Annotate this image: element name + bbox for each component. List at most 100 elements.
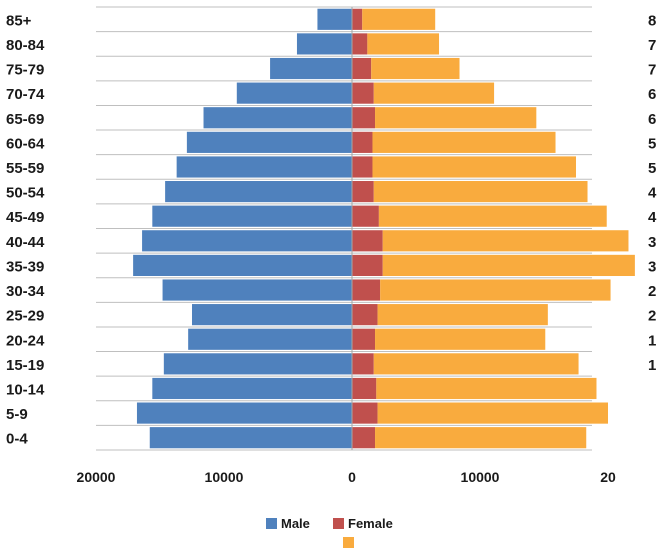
age-group-label: 55-59 bbox=[6, 160, 44, 177]
male-bar bbox=[317, 8, 352, 30]
legend: Male Female bbox=[266, 516, 393, 548]
male-bar bbox=[270, 57, 352, 80]
male-bar bbox=[188, 328, 352, 350]
age-group-label: 70-74 bbox=[6, 86, 45, 103]
age-group-label: 35-39 bbox=[6, 258, 44, 275]
right-label: 1 bbox=[648, 332, 656, 349]
right-label: 4 bbox=[648, 185, 657, 202]
gridlines bbox=[96, 6, 592, 451]
age-group-label: 65-69 bbox=[6, 111, 44, 128]
age-group-label: 0-4 bbox=[6, 431, 28, 448]
legend-female: Female bbox=[333, 516, 393, 531]
female-bar bbox=[352, 254, 383, 276]
age-group-label: 5-9 bbox=[6, 406, 28, 423]
age-group-label: 40-44 bbox=[6, 234, 45, 251]
x-tick-label: 20 bbox=[600, 469, 616, 485]
legend-male: Male bbox=[266, 516, 310, 531]
legend-extension bbox=[343, 537, 354, 548]
age-group-label: 50-54 bbox=[6, 185, 45, 202]
male-bar bbox=[142, 230, 352, 252]
male-bar bbox=[296, 33, 352, 55]
female-extension-bar bbox=[373, 181, 588, 203]
age-group-label: 85+ bbox=[6, 12, 32, 29]
legend-swatch bbox=[333, 518, 344, 529]
age-group-label: 20-24 bbox=[6, 332, 45, 349]
right-label: 6 bbox=[648, 86, 656, 103]
male-bar bbox=[133, 254, 352, 276]
age-group-label: 60-64 bbox=[6, 135, 45, 152]
y-axis-labels: 0-4 5-9 10-14 15-19 20-24 25-29 30-34 35-39 40-4… bbox=[6, 12, 45, 447]
right-label: 5 bbox=[648, 160, 656, 177]
male-bar bbox=[163, 353, 352, 375]
male-bar bbox=[203, 107, 352, 129]
x-tick-label: 20000 bbox=[77, 469, 116, 485]
female-extension-bar bbox=[380, 279, 611, 301]
age-group-label: 15-19 bbox=[6, 357, 44, 374]
right-label: 8 bbox=[648, 12, 656, 29]
female-extension-bar bbox=[375, 328, 546, 350]
female-bar bbox=[352, 57, 372, 80]
female-bar bbox=[352, 82, 374, 104]
female-extension-bar bbox=[382, 230, 629, 252]
male-bar bbox=[192, 304, 352, 326]
age-group-label: 80-84 bbox=[6, 37, 45, 54]
female-bar bbox=[352, 33, 368, 55]
female-extension-bar bbox=[362, 8, 436, 30]
female-bar bbox=[352, 205, 379, 227]
female-extension-bar bbox=[372, 131, 556, 153]
female-bar bbox=[352, 8, 363, 30]
female-bar bbox=[352, 156, 373, 178]
right-label: 2 bbox=[648, 308, 656, 325]
female-extension-bar bbox=[367, 33, 440, 55]
age-group-label: 25-29 bbox=[6, 308, 44, 325]
male-bar bbox=[186, 131, 352, 153]
right-label: 2 bbox=[648, 283, 656, 300]
female-extension-bar bbox=[382, 254, 635, 276]
female-extension-bar bbox=[373, 353, 579, 375]
female-bar bbox=[352, 230, 383, 252]
legend-swatch bbox=[266, 518, 277, 529]
female-extension-bar bbox=[376, 377, 597, 400]
age-group-label: 45-49 bbox=[6, 209, 44, 226]
female-bar bbox=[352, 279, 381, 301]
female-extension-bar bbox=[378, 205, 607, 227]
female-bar bbox=[352, 181, 374, 203]
female-bar bbox=[352, 402, 378, 424]
legend-label: Male bbox=[281, 516, 310, 531]
right-label: 6 bbox=[648, 111, 656, 128]
right-label: 7 bbox=[648, 62, 656, 79]
female-bar bbox=[352, 377, 377, 400]
right-label: 3 bbox=[648, 258, 656, 275]
legend-label: Female bbox=[348, 516, 393, 531]
female-bar bbox=[352, 304, 378, 326]
female-bar bbox=[352, 427, 376, 449]
female-bar bbox=[352, 131, 373, 153]
bars bbox=[133, 8, 635, 449]
age-group-label: 10-14 bbox=[6, 381, 45, 398]
x-axis-labels: 20000 10000 0 10000 20 bbox=[77, 469, 616, 485]
female-extension-bar bbox=[377, 304, 548, 326]
right-label: 7 bbox=[648, 37, 656, 54]
male-bar bbox=[136, 402, 352, 424]
female-bar bbox=[352, 328, 376, 350]
male-bar bbox=[162, 279, 352, 301]
male-bar bbox=[165, 181, 352, 203]
female-extension-bar bbox=[375, 427, 587, 449]
male-bar bbox=[176, 156, 352, 178]
male-bar bbox=[152, 377, 352, 400]
right-label: 3 bbox=[648, 234, 656, 251]
female-extension-bar bbox=[375, 107, 537, 129]
x-tick-label: 0 bbox=[348, 469, 356, 485]
female-extension-bar bbox=[373, 82, 495, 104]
female-extension-bar bbox=[377, 402, 608, 424]
female-bar bbox=[352, 107, 376, 129]
female-bar bbox=[352, 353, 374, 375]
female-extension-bar bbox=[372, 156, 576, 178]
age-group-label: 30-34 bbox=[6, 283, 45, 300]
male-bar bbox=[236, 82, 352, 104]
male-bar bbox=[149, 427, 352, 449]
x-tick-label: 10000 bbox=[461, 469, 500, 485]
male-bar bbox=[152, 205, 352, 227]
right-label: 1 bbox=[648, 357, 656, 374]
